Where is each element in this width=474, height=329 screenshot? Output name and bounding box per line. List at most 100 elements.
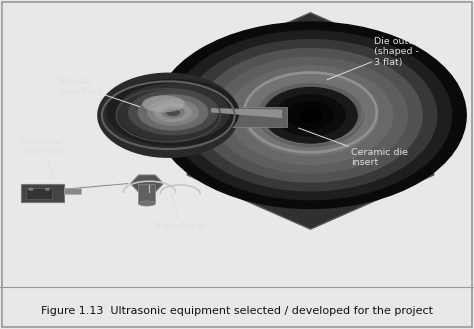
Ellipse shape	[266, 91, 345, 139]
Ellipse shape	[269, 93, 343, 138]
Ellipse shape	[128, 89, 218, 136]
Ellipse shape	[221, 64, 390, 166]
Ellipse shape	[154, 103, 192, 122]
Ellipse shape	[301, 113, 310, 118]
Text: Transducer: Transducer	[154, 191, 206, 231]
Ellipse shape	[274, 96, 337, 134]
Ellipse shape	[262, 89, 350, 141]
Ellipse shape	[244, 78, 368, 152]
Ellipse shape	[302, 113, 309, 117]
Ellipse shape	[233, 71, 379, 159]
Ellipse shape	[230, 70, 381, 161]
Text: Tubular
mounting: Tubular mounting	[57, 77, 140, 107]
Ellipse shape	[257, 83, 364, 147]
Ellipse shape	[116, 83, 230, 141]
Polygon shape	[187, 13, 434, 229]
Ellipse shape	[294, 109, 317, 122]
Ellipse shape	[242, 77, 370, 154]
Ellipse shape	[270, 94, 342, 137]
Ellipse shape	[235, 73, 377, 158]
Ellipse shape	[301, 110, 320, 121]
Bar	[26, 188, 52, 199]
Ellipse shape	[305, 114, 307, 116]
Ellipse shape	[298, 111, 314, 120]
Ellipse shape	[261, 88, 351, 142]
Ellipse shape	[257, 86, 354, 144]
Ellipse shape	[228, 65, 393, 165]
Ellipse shape	[289, 105, 323, 125]
Ellipse shape	[288, 104, 324, 126]
Ellipse shape	[236, 73, 375, 157]
Ellipse shape	[249, 82, 362, 149]
Ellipse shape	[217, 62, 395, 169]
Ellipse shape	[252, 83, 360, 148]
Ellipse shape	[240, 76, 371, 154]
Ellipse shape	[225, 66, 387, 164]
Ellipse shape	[256, 86, 356, 145]
Ellipse shape	[291, 107, 320, 124]
Ellipse shape	[229, 69, 382, 161]
Ellipse shape	[260, 88, 352, 143]
Ellipse shape	[247, 80, 364, 150]
Polygon shape	[130, 175, 164, 192]
Ellipse shape	[300, 112, 311, 119]
Ellipse shape	[278, 98, 334, 132]
Ellipse shape	[279, 99, 333, 132]
Ellipse shape	[243, 77, 369, 153]
Ellipse shape	[107, 79, 239, 146]
Ellipse shape	[287, 101, 334, 130]
Ellipse shape	[284, 102, 327, 128]
Ellipse shape	[251, 82, 361, 148]
Ellipse shape	[224, 66, 388, 164]
Ellipse shape	[272, 92, 349, 139]
Ellipse shape	[273, 96, 338, 135]
Ellipse shape	[234, 72, 378, 159]
Ellipse shape	[228, 69, 383, 162]
Ellipse shape	[97, 73, 239, 158]
Ellipse shape	[282, 101, 329, 129]
Text: Die outer
(shaped -
3 flat): Die outer (shaped - 3 flat)	[327, 37, 419, 80]
Ellipse shape	[267, 92, 344, 138]
Text: Electrical
connector: Electrical connector	[19, 137, 66, 179]
Ellipse shape	[287, 104, 325, 127]
Ellipse shape	[276, 98, 335, 133]
Ellipse shape	[248, 81, 363, 150]
Ellipse shape	[299, 108, 322, 122]
Bar	[21, 184, 64, 202]
Ellipse shape	[285, 103, 326, 127]
Ellipse shape	[142, 95, 185, 113]
Bar	[138, 184, 155, 203]
Ellipse shape	[220, 64, 392, 166]
Ellipse shape	[219, 63, 392, 167]
Ellipse shape	[227, 68, 384, 163]
Ellipse shape	[154, 21, 467, 209]
Ellipse shape	[253, 84, 359, 147]
Bar	[64, 188, 81, 193]
Ellipse shape	[169, 30, 452, 200]
Ellipse shape	[293, 108, 318, 123]
Ellipse shape	[183, 39, 438, 191]
Ellipse shape	[264, 90, 347, 140]
Ellipse shape	[45, 188, 50, 190]
Ellipse shape	[238, 75, 374, 156]
Ellipse shape	[239, 75, 372, 155]
Ellipse shape	[255, 85, 356, 146]
Ellipse shape	[237, 74, 374, 157]
Ellipse shape	[138, 201, 155, 206]
Ellipse shape	[216, 61, 396, 169]
Ellipse shape	[242, 74, 379, 156]
Ellipse shape	[28, 188, 33, 190]
Ellipse shape	[275, 97, 336, 134]
Ellipse shape	[161, 106, 185, 118]
Ellipse shape	[275, 94, 346, 137]
Ellipse shape	[222, 65, 389, 165]
Text: Ceramic die
insert: Ceramic die insert	[299, 128, 408, 167]
Ellipse shape	[280, 100, 332, 131]
Ellipse shape	[218, 63, 393, 168]
Ellipse shape	[265, 91, 346, 139]
Ellipse shape	[281, 100, 330, 130]
Ellipse shape	[166, 109, 180, 116]
Ellipse shape	[231, 71, 380, 160]
Ellipse shape	[283, 102, 328, 129]
Ellipse shape	[271, 94, 341, 136]
